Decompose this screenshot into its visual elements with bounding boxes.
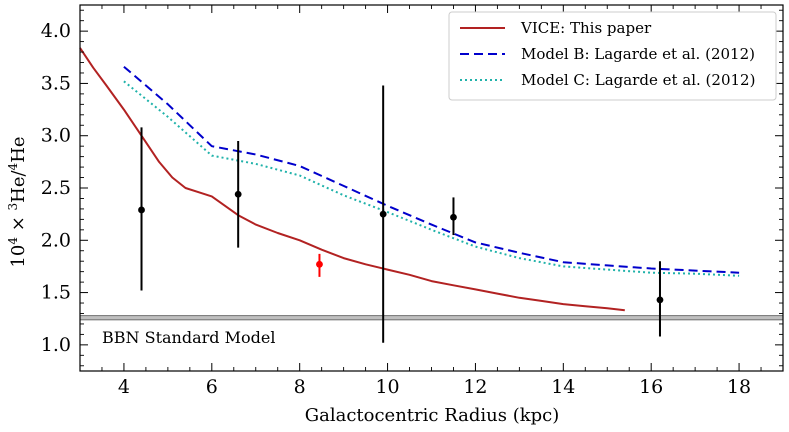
x-tick-label-1: 6 [206, 376, 218, 398]
y-tick-label-6: 4.0 [41, 20, 71, 42]
data-point-2 [316, 260, 323, 268]
series-line-1 [123, 65, 740, 274]
x-tick-label-4: 12 [463, 376, 487, 398]
x-tick-label-7: 18 [727, 376, 751, 398]
x-tick-label-3: 10 [375, 376, 399, 398]
data-point-4 [450, 213, 457, 221]
y-tick-label-2: 2.0 [41, 229, 71, 251]
y-tick-label-5: 3.5 [41, 72, 71, 94]
legend: VICE: This paper Model B: Lagarde et al. … [448, 11, 777, 101]
legend-label-1: Model B: Lagarde et al. (2012) [521, 45, 755, 63]
series-line-2 [123, 80, 740, 277]
legend-label-0: VICE: This paper [520, 19, 652, 37]
y-axis-label: 104 × 3He/4He [6, 136, 29, 267]
series-layer [79, 47, 740, 312]
bbn-band-label: BBN Standard Model [102, 328, 275, 347]
y-tick-label-1: 1.5 [41, 282, 71, 304]
data-point-0 [138, 206, 145, 214]
series-line-0 [79, 47, 625, 312]
x-axis-label: Galactocentric Radius (kpc) [305, 405, 560, 426]
data-point-3 [379, 210, 387, 218]
y-tick-label-4: 3.0 [41, 125, 71, 147]
data-point-1 [234, 190, 242, 198]
y-tick-label-3: 2.5 [41, 177, 71, 199]
x-tick-label-0: 4 [118, 376, 130, 398]
axes-layer: 4 6 8 10 12 14 16 18 1.0 1.5 2.0 2.5 3.0 3.5 4.0 [41, 4, 784, 398]
bbn-band-layer [80, 314, 783, 321]
data-points-layer [138, 85, 664, 343]
legend-label-2: Model C: Lagarde et al. (2012) [521, 71, 755, 89]
x-tick-label-5: 14 [551, 376, 575, 398]
y-tick-label-0: 1.0 [41, 334, 71, 356]
bbn-band-fill [80, 315, 783, 320]
data-point-5 [656, 296, 664, 304]
x-tick-label-6: 16 [639, 376, 663, 398]
legend-box [448, 11, 777, 101]
x-tick-label-2: 8 [294, 376, 306, 398]
